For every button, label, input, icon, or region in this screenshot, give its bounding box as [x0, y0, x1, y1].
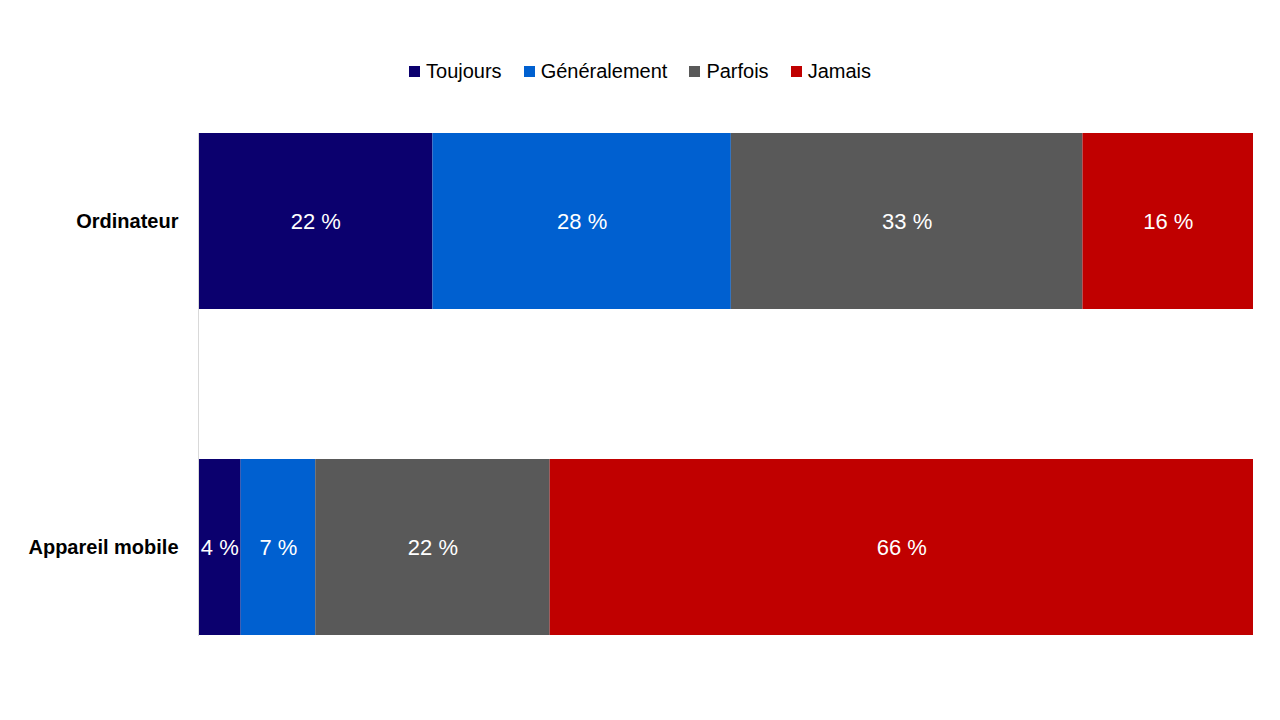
- html-text:Toujours: Toujours: [426, 60, 502, 82]
- svg-text:28 %: 28 %: [557, 209, 607, 234]
- svg-text:33 %: 33 %: [882, 209, 932, 234]
- svg-text:22 %: 22 %: [408, 535, 458, 560]
- svg-text:16 %: 16 %: [1143, 209, 1193, 234]
- svg-text:7 %: 7 %: [259, 535, 297, 560]
- svg-text:Appareil mobile: Appareil mobile: [28, 536, 178, 558]
- svg-text:Ordinateur: Ordinateur: [76, 210, 178, 232]
- html-text:Généralement: Généralement: [540, 60, 668, 82]
- svg-text:22 %: 22 %: [291, 209, 341, 234]
- svg-text:4 %: 4 %: [201, 535, 239, 560]
- svg-text:66 %: 66 %: [877, 535, 927, 560]
- html-text:Jamais: Jamais: [807, 60, 871, 82]
- html-text:Parfois: Parfois: [706, 60, 769, 82]
